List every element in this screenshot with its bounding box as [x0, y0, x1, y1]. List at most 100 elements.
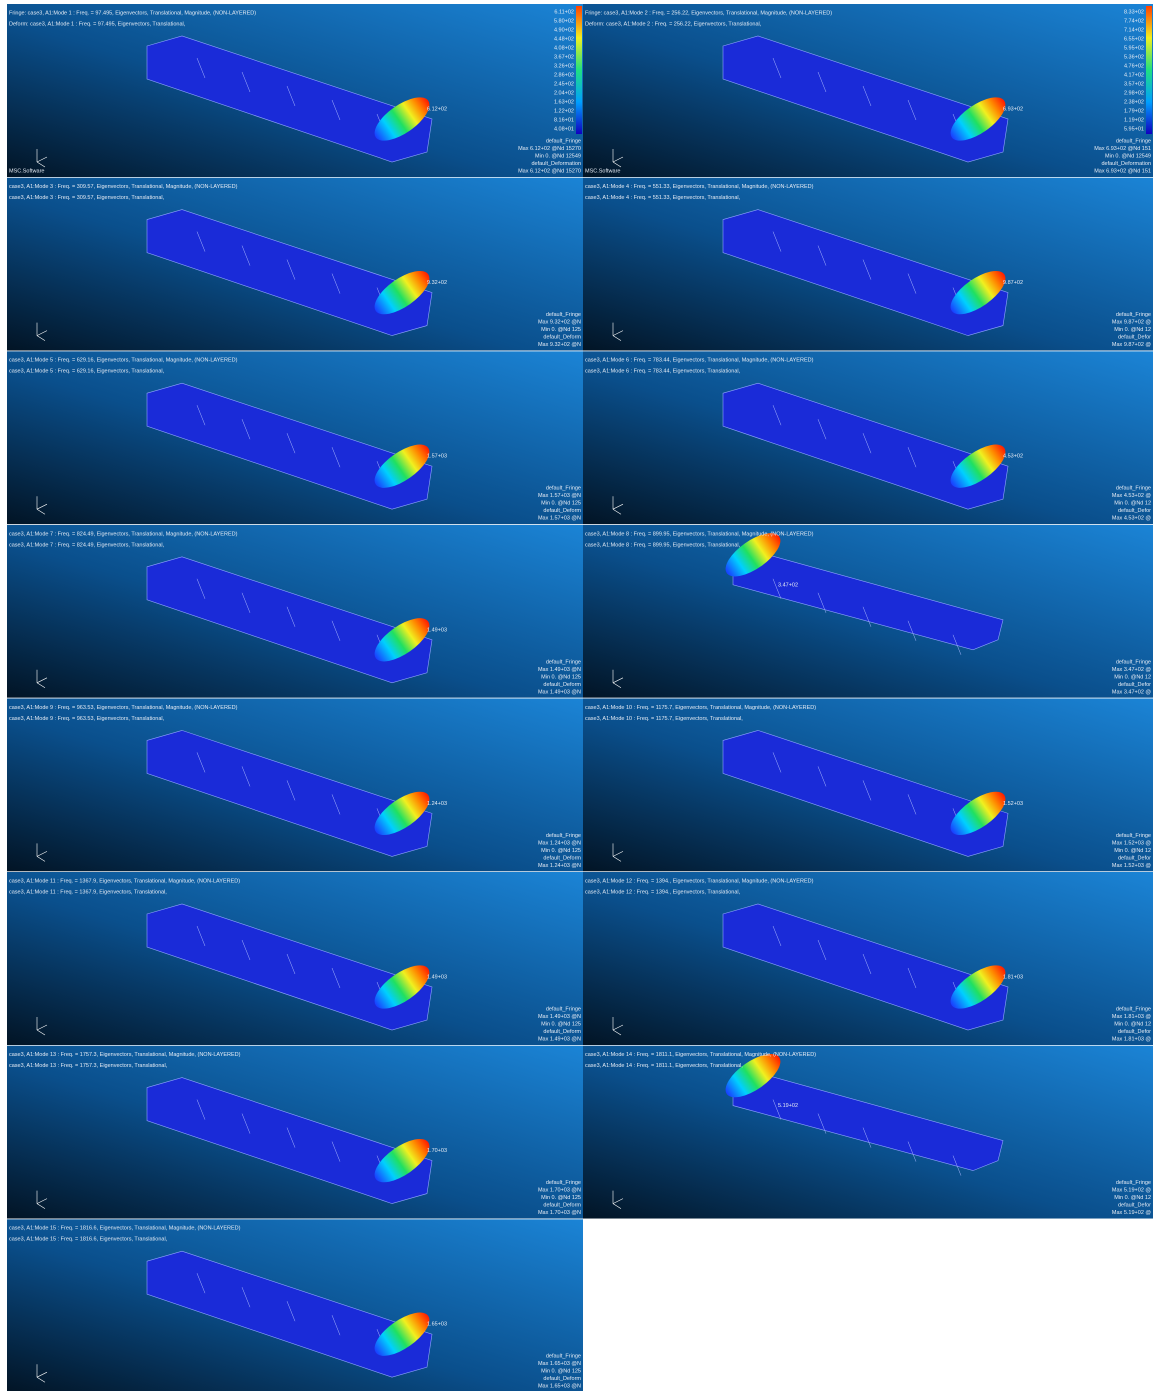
legend-colorbar [576, 6, 582, 134]
legend-label: 2.98+02 [1124, 90, 1144, 96]
deform-title: case3, A1:Mode 8 : Freq. = 899.95, Eigen… [585, 542, 741, 548]
footer-line: Max 1.49+03 @N [538, 667, 581, 673]
footer-line: default_Deformation [1101, 161, 1151, 167]
footer-line: default_Fringe [1116, 659, 1151, 665]
footer-line: default_Defor [1118, 855, 1151, 861]
footer-line: default_Defor [1118, 1203, 1151, 1209]
footer-line: Min 0. @Nd 12 [1114, 1021, 1151, 1027]
legend-label: 3.57+02 [1124, 81, 1144, 87]
peak-label: 1.49+03 [427, 974, 447, 980]
legend-label: 4.08+02 [554, 45, 574, 51]
peak-label: 6.93+02 [1003, 106, 1023, 112]
legend-label: 5.36+02 [1124, 54, 1144, 60]
fringe-title: case3, A1:Mode 5 : Freq. = 629.16, Eigen… [9, 358, 238, 364]
fringe-title: Fringe: case3, A1:Mode 1 : Freq. = 97.49… [9, 10, 256, 16]
footer-line: Min 0. @Nd 12 [1114, 848, 1151, 854]
legend-label: 3.67+02 [554, 54, 574, 60]
deform-title: case3, A1:Mode 15 : Freq. = 1816.6, Eige… [9, 1237, 168, 1243]
legend-label: 6.55+02 [1124, 36, 1144, 42]
fringe-title: case3, A1:Mode 7 : Freq. = 824.49, Eigen… [9, 531, 238, 537]
panel-content: 6.12+02 Fringe: case3, A1:Mode 1 : Freq. … [7, 4, 583, 177]
panel-content: 9.32+02 case3, A1:Mode 3 : Freq. = 309.57… [7, 178, 583, 351]
footer-line: Min 0. @Nd 12549 [535, 153, 581, 159]
peak-label: 5.19+02 [778, 1103, 798, 1109]
footer-line: Min 0. @Nd 125 [541, 674, 581, 680]
footer-line: Min 0. @Nd 12 [1114, 1195, 1151, 1201]
fringe-title: case3, A1:Mode 10 : Freq. = 1175.7, Eige… [585, 705, 816, 711]
result-panel: 6.12+02 Fringe: case3, A1:Mode 1 : Freq. … [7, 4, 583, 177]
result-panel: 5.19+02 case3, A1:Mode 14 : Freq. = 1811.… [583, 1046, 1153, 1219]
peak-label: 1.57+03 [427, 454, 447, 460]
footer-line: Max 3.47+02 @ [1112, 689, 1151, 695]
legend-label: 2.04+02 [554, 90, 574, 96]
result-panel: 4.53+02case3, A1:Mode 6 : Freq. = 783.44… [583, 351, 1153, 524]
fringe-title: Fringe: case3, A1:Mode 2 : Freq. = 256.2… [585, 10, 832, 16]
footer-line: default_Fringe [546, 486, 581, 492]
legend-label: 7.74+02 [1124, 18, 1144, 24]
legend-label: 2.38+02 [1124, 99, 1144, 105]
footer-line: default_Fringe [546, 1354, 581, 1360]
footer-line: Max 1.70+03 @N [538, 1210, 581, 1216]
footer-line: Max 1.81+03 @ [1112, 1014, 1151, 1020]
footer-line: Min 0. @Nd 125 [541, 327, 581, 333]
deform-title: case3, A1:Mode 11 : Freq. = 1367.9, Eige… [9, 889, 167, 895]
legend-label: 4.08+01 [554, 126, 574, 132]
legend-colorbar [1146, 6, 1152, 134]
footer-line: Max 6.93+02 @Nd 151 [1094, 168, 1151, 174]
footer-line: default_Fringe [546, 1180, 581, 1186]
result-panel: 1.24+03 case3, A1:Mode 9 : Freq. = 963.53… [7, 698, 583, 871]
footer-line: Max 9.87+02 @ [1112, 320, 1151, 326]
footer-line: default_Defor [1118, 1029, 1151, 1035]
peak-label: 1.81+03 [1003, 974, 1023, 980]
watermark: MSC.Software [585, 168, 620, 174]
legend-label: 1.63+02 [554, 99, 574, 105]
peak-label: 1.70+03 [427, 1148, 447, 1154]
footer-line: default_Deform [543, 1029, 581, 1035]
footer-line: Max 1.52+03 @ [1112, 840, 1151, 846]
deform-title: case3, A1:Mode 5 : Freq. = 629.16, Eigen… [9, 369, 165, 375]
peak-label: 9.32+02 [427, 280, 447, 286]
fringe-title: case3, A1:Mode 9 : Freq. = 963.53, Eigen… [9, 705, 238, 711]
footer-line: Max 1.81+03 @ [1112, 1036, 1151, 1042]
legend-label: 4.48+02 [554, 36, 574, 42]
peak-label: 6.12+02 [427, 106, 447, 112]
footer-line: default_Fringe [546, 659, 581, 665]
panel-content: 3.47+02case3, A1:Mode 8 : Freq. = 899.95… [583, 525, 1153, 698]
legend-label: 5.95+01 [1124, 126, 1144, 132]
panel-content: 9.87+02case3, A1:Mode 4 : Freq. = 551.33… [583, 178, 1153, 351]
deform-title: case3, A1:Mode 14 : Freq. = 1811.1, Eige… [585, 1063, 743, 1069]
fringe-title: case3, A1:Mode 8 : Freq. = 899.95, Eigen… [585, 531, 814, 537]
result-panel: 6.93+02 Fringe: case3, A1:Mode 2 : Freq. … [583, 4, 1153, 177]
peak-label: 1.52+03 [1003, 801, 1023, 807]
footer-line: default_Deform [543, 682, 581, 688]
footer-line: Max 9.32+02 @N [538, 320, 581, 326]
panel-content: 4.53+02case3, A1:Mode 6 : Freq. = 783.44… [583, 351, 1153, 524]
panel-content: 6.93+02 Fringe: case3, A1:Mode 2 : Freq. … [583, 4, 1153, 177]
footer-line: Max 1.49+03 @N [538, 689, 581, 695]
footer-line: default_Deformation [531, 161, 581, 167]
footer-line: default_Fringe [546, 138, 581, 144]
footer-line: Max 1.24+03 @N [538, 840, 581, 846]
footer-line: Max 1.70+03 @N [538, 1188, 581, 1194]
footer-line: Max 1.57+03 @N [538, 493, 581, 499]
result-panel: 1.52+03 case3, A1:Mode 10 : Freq. = 1175.… [583, 698, 1153, 871]
legend-label: 4.90+02 [554, 27, 574, 33]
footer-line: Max 1.52+03 @ [1112, 863, 1151, 869]
footer-line: default_Fringe [1116, 1006, 1151, 1012]
footer-line: Min 0. @Nd 12549 [1105, 153, 1151, 159]
footer-line: Max 1.49+03 @N [538, 1036, 581, 1042]
footer-line: default_Deform [543, 508, 581, 514]
legend-label: 8.33+02 [1124, 9, 1144, 15]
watermark: MSC.Software [9, 168, 44, 174]
deform-title: case3, A1:Mode 3 : Freq. = 309.57, Eigen… [9, 195, 165, 201]
footer-line: Min 0. @Nd 12 [1114, 674, 1151, 680]
footer-line: default_Defor [1118, 508, 1151, 514]
legend-label: 2.86+02 [554, 72, 574, 78]
peak-label: 1.24+03 [427, 801, 447, 807]
footer-line: Max 4.53+02 @ [1112, 516, 1151, 522]
footer-line: Max 5.19+02 @ [1112, 1188, 1151, 1194]
panel-content: 1.52+03 case3, A1:Mode 10 : Freq. = 1175.… [583, 698, 1153, 871]
deform-title: case3, A1:Mode 9 : Freq. = 963.53, Eigen… [9, 716, 165, 722]
